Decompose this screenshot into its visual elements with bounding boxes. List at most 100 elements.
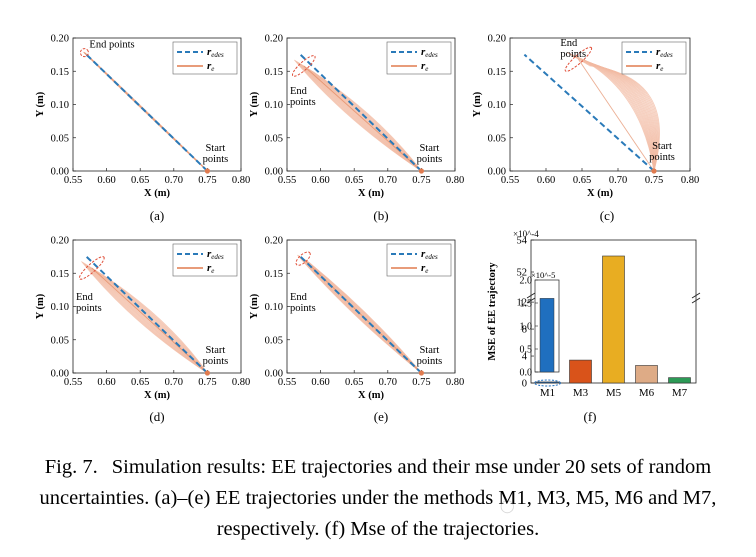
start-points-label: Start	[419, 345, 439, 356]
figure: 0.55 0.60 0.65 0.70 0.75 0.80 0.00 0.05 0.10 0.15…	[35, 34, 701, 425]
end-points-label: points	[290, 97, 316, 108]
y-tick-label: 0.10	[265, 100, 283, 111]
legend-box	[172, 243, 238, 277]
inset-y-tick-label: 2.0	[520, 276, 533, 287]
x-tick-label: 0.75	[645, 175, 663, 186]
start-points-label: points	[417, 154, 443, 165]
end-points-ellipse	[78, 256, 105, 280]
y-tick-label: 0.05	[51, 335, 69, 346]
y-tick-label: 0.20	[265, 34, 283, 45]
x-tick-label: M3	[573, 387, 589, 399]
start-point-marker	[204, 168, 210, 174]
start-points-label: points	[417, 356, 443, 367]
x-tick-label: 0.70	[165, 175, 183, 186]
inset-source-ellipse	[534, 379, 561, 387]
x-tick-label: 0.55	[64, 175, 82, 186]
x-tick-label: 0.75	[198, 175, 216, 186]
y-tick-label: 0.05	[488, 133, 506, 144]
x-tick-label: 0.80	[681, 175, 699, 186]
bar-m6	[635, 365, 658, 384]
end-points-label: End	[290, 86, 308, 97]
bar-m5	[602, 255, 625, 384]
x-tick-label: M7	[672, 387, 688, 399]
start-point-marker	[418, 168, 424, 174]
start-points-label: Start	[419, 143, 439, 154]
y-axis-label: Y (m)	[35, 91, 46, 117]
panel-caption: (a)	[150, 208, 164, 223]
y-tick-label: 0.20	[488, 34, 506, 45]
x-tick-label: 0.65	[131, 175, 149, 186]
y-tick-label: 0.15	[488, 67, 506, 78]
start-points-label: Start	[652, 141, 672, 152]
end-points-label: points	[76, 303, 102, 314]
y-tick-label: 0.00	[51, 369, 69, 380]
bar-m1	[536, 381, 559, 384]
end-points-ellipse	[564, 46, 593, 72]
panel-caption: (f)	[584, 409, 597, 424]
x-tick-label: 0.70	[165, 377, 183, 388]
x-tick-label: 0.70	[379, 377, 397, 388]
y-tick-label: 0.15	[51, 67, 69, 78]
x-tick-label: 0.60	[537, 175, 555, 186]
x-tick-label: 0.60	[311, 175, 329, 186]
y-axis-label: MSE of EE trajectory	[487, 262, 498, 361]
y-axis-label: Y (m)	[35, 293, 46, 319]
y-tick-label: 0.05	[265, 133, 283, 144]
x-tick-label: 0.55	[501, 175, 519, 186]
x-tick-label: 0.70	[609, 175, 627, 186]
panel-caption: (c)	[600, 208, 614, 223]
y-tick-label: 8	[522, 325, 527, 336]
legend-label-actual: re	[207, 262, 214, 275]
y-axis-label: Y (m)	[249, 293, 260, 319]
x-tick-label: 0.75	[412, 377, 430, 388]
y-tick-label: 0.00	[51, 167, 69, 178]
bar-m7	[668, 377, 691, 384]
panel-caption: (e)	[374, 409, 388, 424]
y-tick-label: 0.00	[265, 369, 283, 380]
x-axis-label: X (m)	[358, 188, 384, 199]
x-tick-label: 0.80	[232, 377, 250, 388]
panel-c: 0.55 0.60 0.65 0.70 0.75 0.80 0.00 0.05 0.10 0.15…	[472, 34, 699, 224]
x-axis-label: X (m)	[587, 188, 613, 199]
start-points-label: Start	[205, 143, 225, 154]
legend-label-actual: re	[207, 60, 214, 73]
x-tick-label: 0.60	[97, 175, 115, 186]
x-tick-label: M5	[606, 387, 622, 399]
inset-y-tick-label: 0.5	[520, 345, 533, 356]
inset-y-tick-label: 0.0	[520, 368, 533, 379]
y-tick-label: 0.10	[51, 302, 69, 313]
x-tick-label: 0.65	[345, 377, 363, 388]
panel-d: 0.55 0.60 0.65 0.70 0.75 0.80 0.00 0.05 0.10 0.15…	[35, 236, 250, 425]
y-tick-label: 4	[522, 352, 528, 363]
x-tick-label: 0.75	[198, 377, 216, 388]
x-tick-label: 0.55	[278, 175, 296, 186]
x-tick-label: M6	[639, 387, 655, 399]
x-axis-label: X (m)	[358, 390, 384, 401]
panel-caption: (d)	[149, 409, 164, 424]
legend-box	[621, 41, 687, 75]
trajectory-line	[589, 65, 660, 172]
end-points-label: End	[76, 292, 94, 303]
end-points-label: points	[290, 303, 316, 314]
inset-multiplier: ×10^-5	[531, 270, 555, 280]
caption-label: Fig. 7.	[44, 456, 98, 478]
legend-box	[386, 41, 452, 75]
panel-caption: (b)	[373, 208, 388, 223]
x-tick-label: 0.65	[345, 175, 363, 186]
y-tick-label: 0.00	[488, 167, 506, 178]
y-tick-label: 52	[517, 268, 528, 279]
y-tick-label: 0.15	[265, 67, 283, 78]
y-tick-label: 0.20	[51, 236, 69, 247]
figure-caption: Fig. 7. Simulation results: EE trajectori…	[20, 452, 736, 545]
end-points-label: End points	[89, 40, 134, 51]
y-tick-label: 0.15	[51, 269, 69, 280]
start-point-marker	[651, 168, 657, 174]
end-points-ellipse	[295, 251, 311, 266]
axis-break-left	[526, 292, 536, 304]
trajectory-line	[578, 59, 655, 172]
x-tick-label: 0.60	[311, 377, 329, 388]
x-tick-label: 0.65	[131, 377, 149, 388]
y-tick-label: 0.15	[265, 269, 283, 280]
start-points-label: points	[203, 356, 229, 367]
y-tick-label: 0.05	[265, 335, 283, 346]
